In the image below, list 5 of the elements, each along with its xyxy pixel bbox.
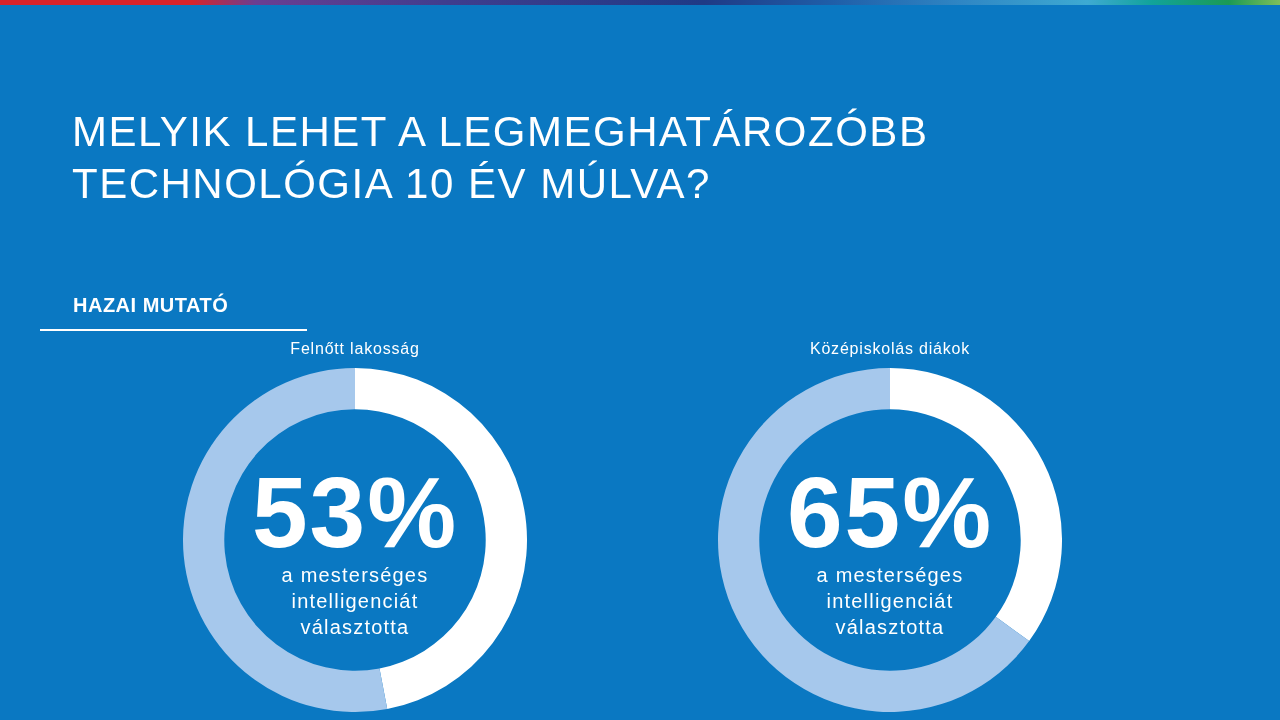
- chart-title: Felnőtt lakosság: [289, 340, 421, 358]
- text: HAZAI MUTATÓ: [73, 294, 229, 317]
- chart-title: Középiskolás diákok: [808, 340, 972, 358]
- donut-slice: [718, 368, 1030, 712]
- text: MELYIK LEHET A LEGMEGHATÁROZÓBB TECHNOLÓGIA 10 ÉV MÚLVA?: [72, 107, 930, 209]
